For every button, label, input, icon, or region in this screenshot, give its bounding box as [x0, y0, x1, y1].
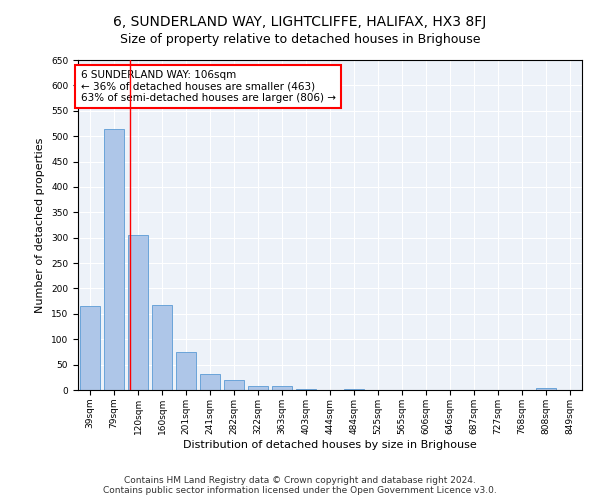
X-axis label: Distribution of detached houses by size in Brighouse: Distribution of detached houses by size … — [183, 440, 477, 450]
Text: Size of property relative to detached houses in Brighouse: Size of property relative to detached ho… — [120, 32, 480, 46]
Bar — [248, 386, 268, 390]
Y-axis label: Number of detached properties: Number of detached properties — [35, 138, 46, 312]
Bar — [200, 374, 220, 390]
Text: 6, SUNDERLAND WAY, LIGHTCLIFFE, HALIFAX, HX3 8FJ: 6, SUNDERLAND WAY, LIGHTCLIFFE, HALIFAX,… — [113, 15, 487, 29]
Bar — [536, 388, 556, 390]
Text: 6 SUNDERLAND WAY: 106sqm
← 36% of detached houses are smaller (463)
63% of semi-: 6 SUNDERLAND WAY: 106sqm ← 36% of detach… — [80, 70, 335, 103]
Bar — [104, 128, 124, 390]
Bar — [224, 380, 244, 390]
Bar — [344, 389, 364, 390]
Bar — [152, 304, 172, 390]
Bar — [272, 386, 292, 390]
Text: Contains HM Land Registry data © Crown copyright and database right 2024.
Contai: Contains HM Land Registry data © Crown c… — [103, 476, 497, 495]
Bar — [80, 306, 100, 390]
Bar — [128, 235, 148, 390]
Bar — [176, 352, 196, 390]
